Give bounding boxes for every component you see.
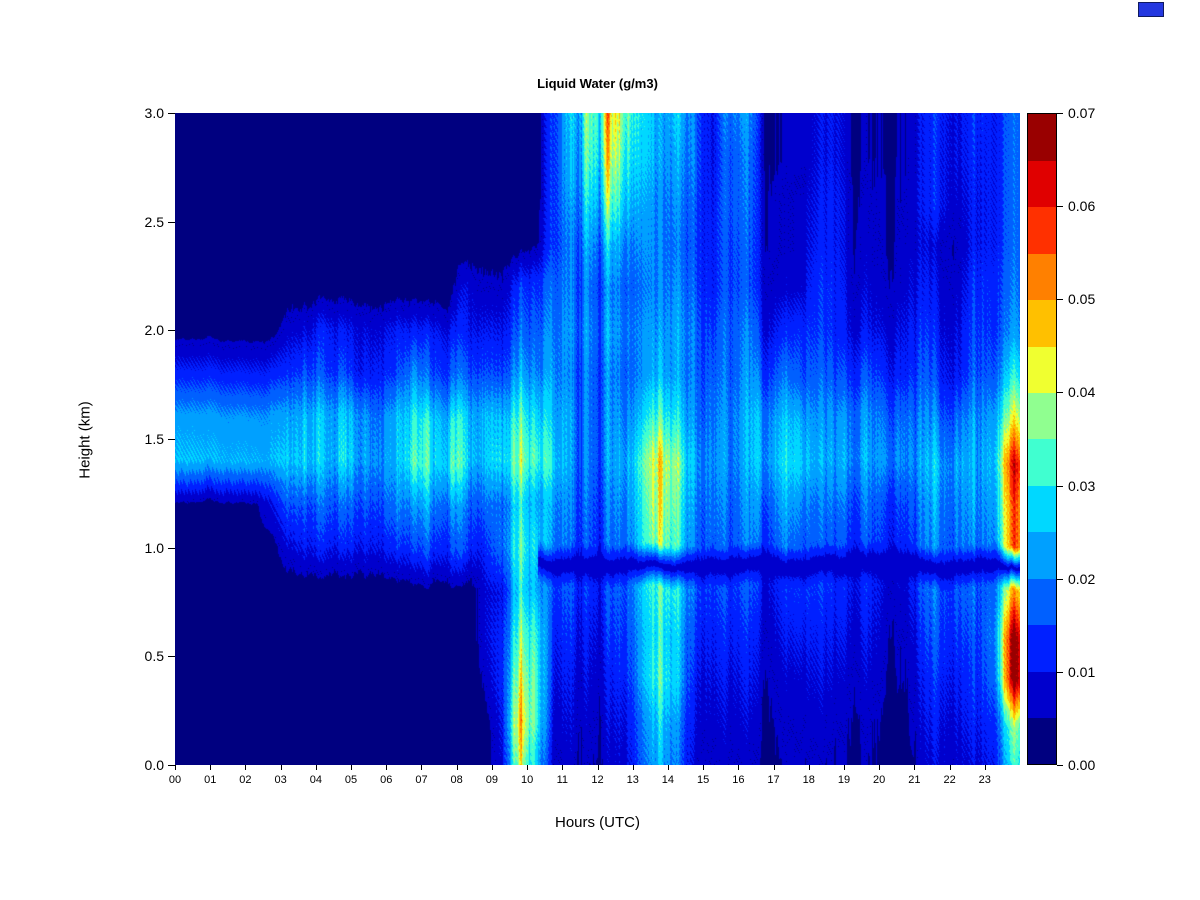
x-tick-mark — [245, 765, 247, 770]
colorbar-tick-label: 0.00 — [1068, 757, 1096, 773]
colorbar-tick-mark — [1057, 765, 1063, 766]
colorbar-segment — [1028, 531, 1056, 579]
x-tick-label: 18 — [802, 774, 815, 786]
x-tick-label: 01 — [204, 774, 217, 786]
x-tick-mark — [703, 765, 705, 770]
x-axis-label: Hours (UTC) — [555, 814, 640, 831]
y-tick-label: 3.0 — [144, 105, 164, 121]
x-tick-label: 08 — [450, 774, 463, 786]
x-tick-mark — [386, 765, 388, 770]
colorbar-tick-label: 0.01 — [1068, 663, 1096, 680]
x-tick-label: 23 — [978, 774, 991, 786]
colorbar-tick-label: 0.07 — [1068, 105, 1096, 121]
x-tick-label: 12 — [591, 774, 604, 786]
colorbar-segment — [1028, 392, 1056, 440]
colorbar-segment — [1028, 439, 1056, 486]
colorbar-segment — [1028, 624, 1056, 672]
x-tick-mark — [315, 765, 317, 770]
y-tick-label: 2.5 — [144, 213, 164, 230]
colorbar-segment — [1028, 206, 1056, 254]
x-tick-mark — [949, 765, 951, 770]
x-tick-mark — [667, 765, 669, 770]
x-tick-label: 02 — [239, 774, 252, 786]
x-tick-label: 00 — [168, 774, 182, 786]
colorbar-tick-mark — [1057, 578, 1063, 580]
colorbar-tick-mark — [1057, 485, 1063, 487]
x-tick-label: 03 — [274, 774, 287, 786]
colorbar-tick-label: 0.03 — [1068, 477, 1096, 494]
colorbar-tick-mark — [1057, 392, 1063, 394]
y-tick-label: 2.0 — [144, 322, 164, 339]
x-tick-mark — [491, 765, 493, 770]
x-tick-label: 09 — [485, 774, 498, 786]
colorbar-segment — [1028, 717, 1056, 765]
x-tick-mark — [773, 765, 775, 770]
x-tick-label: 11 — [556, 774, 568, 786]
colorbar-tick-label: 0.02 — [1068, 570, 1096, 587]
colorbar-segment — [1028, 253, 1056, 301]
y-tick-label: 1.5 — [144, 431, 164, 447]
colorbar-segment — [1028, 578, 1056, 626]
x-tick-mark — [632, 765, 634, 770]
x-tick-label: 21 — [908, 774, 921, 786]
corner-artifact-icon — [1138, 2, 1164, 17]
x-tick-label: 16 — [732, 774, 745, 786]
x-tick-mark — [527, 765, 529, 770]
x-tick-mark — [210, 765, 212, 770]
x-tick-label: 10 — [520, 774, 534, 786]
x-tick-label: 13 — [626, 774, 639, 786]
colorbar-tick-mark — [1057, 206, 1063, 208]
x-tick-label: 05 — [344, 774, 358, 786]
colorbar-tick-mark — [1057, 113, 1063, 114]
x-tick-mark — [456, 765, 458, 770]
colorbar — [1027, 113, 1057, 765]
x-tick-label: 07 — [415, 774, 428, 786]
colorbar-segment — [1028, 346, 1056, 394]
x-tick-mark — [879, 765, 881, 770]
x-tick-mark — [984, 765, 986, 770]
x-tick-label: 20 — [873, 774, 886, 786]
y-tick-mark — [168, 765, 175, 766]
colorbar-tick-label: 0.05 — [1068, 291, 1096, 308]
x-tick-label: 15 — [697, 774, 710, 786]
colorbar-segment — [1028, 114, 1056, 161]
x-tick-label: 17 — [767, 774, 780, 786]
x-tick-mark — [914, 765, 916, 770]
y-tick-label: 0.5 — [144, 648, 164, 665]
x-tick-mark — [421, 765, 423, 770]
y-tick-label: 0.0 — [144, 757, 164, 773]
y-tick-mark — [168, 547, 175, 549]
colorbar-segment — [1028, 160, 1056, 208]
x-tick-mark — [175, 765, 176, 770]
y-tick-mark — [168, 113, 175, 114]
colorbar-tick-label: 0.06 — [1068, 198, 1096, 215]
x-tick-label: 14 — [661, 774, 675, 786]
colorbar-tick-mark — [1057, 671, 1063, 673]
y-tick-mark — [168, 221, 175, 223]
colorbar-segment — [1028, 485, 1056, 533]
x-tick-mark — [738, 765, 740, 770]
colorbar-segment — [1028, 299, 1056, 347]
x-tick-mark — [562, 765, 564, 770]
y-tick-mark — [168, 439, 175, 440]
x-tick-mark — [280, 765, 282, 770]
y-tick-mark — [168, 656, 175, 658]
y-axis-label: Height (km) — [76, 401, 94, 479]
y-tick-label: 1.0 — [144, 539, 164, 556]
colorbar-segment — [1028, 671, 1056, 719]
heatmap-canvas — [175, 113, 1020, 765]
x-tick-mark — [351, 765, 353, 770]
x-tick-mark — [843, 765, 845, 770]
x-tick-label: 19 — [837, 774, 851, 786]
y-tick-mark — [168, 330, 175, 332]
x-tick-label: 04 — [309, 774, 322, 786]
colorbar-tick-label: 0.04 — [1068, 384, 1096, 401]
x-tick-mark — [597, 765, 599, 770]
x-tick-label: 06 — [380, 774, 393, 786]
x-tick-label: 22 — [943, 774, 956, 786]
x-tick-mark — [808, 765, 810, 770]
colorbar-tick-mark — [1057, 299, 1063, 301]
chart-title: Liquid Water (g/m3) — [537, 76, 658, 91]
